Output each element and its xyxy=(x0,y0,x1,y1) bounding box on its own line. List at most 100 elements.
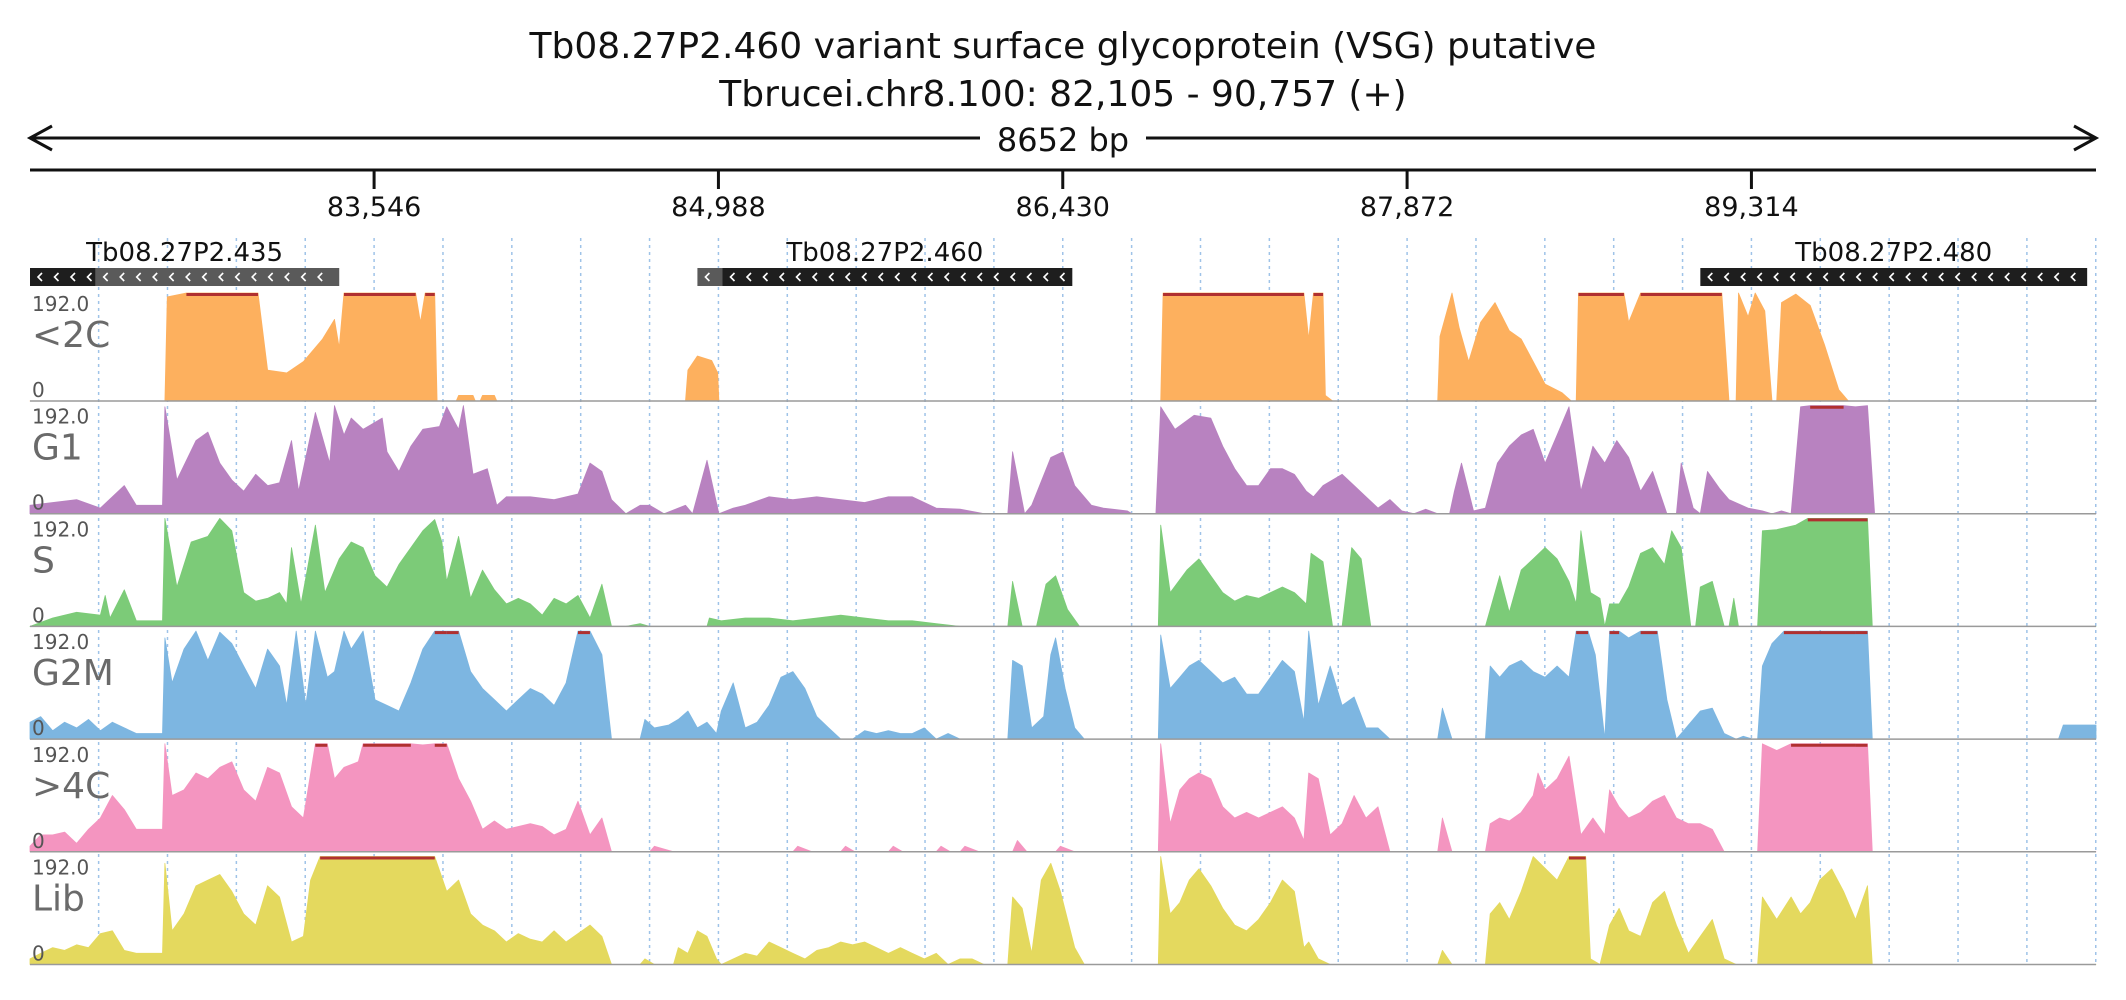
coverage-area xyxy=(29,743,2097,853)
chevron-left-icon xyxy=(877,272,884,282)
chevron-left-icon xyxy=(943,272,950,282)
coverage-area xyxy=(29,518,2097,627)
chevron-left-icon xyxy=(993,272,1000,282)
coverage-tracks: 192.00<2C192.00G1192.00S192.00G2M192.00>… xyxy=(29,292,2097,966)
chevron-left-icon xyxy=(795,272,802,282)
chart-title: Tb08.27P2.460 variant surface glycoprote… xyxy=(529,26,1597,67)
chevron-left-icon xyxy=(185,272,191,282)
gene-feature[interactable]: Tb08.27P2.480 xyxy=(1700,238,2088,286)
position-axis: 83,546 84,988 86,430 87,872 89,314 xyxy=(30,168,2096,223)
gene-feature[interactable]: Tb08.27P2.435 xyxy=(30,238,340,286)
chevron-left-icon xyxy=(284,272,290,282)
coverage-track: 192.0 0 <2C xyxy=(29,292,2097,402)
coverage-area xyxy=(29,630,2097,740)
y-max-label: 192.0 xyxy=(32,517,89,541)
y-min-label: 0 xyxy=(32,378,45,402)
chevron-left-icon xyxy=(861,272,868,282)
chevron-left-icon xyxy=(1872,272,1878,282)
chevron-left-icon xyxy=(1723,272,1730,282)
span-ruler: 8652 bp xyxy=(26,121,2100,159)
y-min-label: 0 xyxy=(32,603,45,627)
chevron-left-icon xyxy=(1740,272,1746,282)
coverage-track: 192.0 0 S xyxy=(29,517,2097,627)
strand-chevrons xyxy=(729,272,1066,282)
chevron-left-icon xyxy=(1855,272,1862,282)
y-max-label: 192.0 xyxy=(32,856,89,880)
coverage-track: 192.0 0 G1 xyxy=(29,405,2097,515)
track-name: G1 xyxy=(32,428,83,469)
chevron-left-icon xyxy=(317,272,323,282)
chevron-left-icon xyxy=(2020,272,2027,282)
chevron-left-icon xyxy=(927,272,934,282)
gene-label: Tb08.27P2.460 xyxy=(785,238,983,268)
chevron-left-icon xyxy=(69,272,76,282)
gene-label: Tb08.27P2.435 xyxy=(85,238,283,268)
chevron-left-icon xyxy=(1789,272,1796,282)
track-name: >4C xyxy=(32,766,110,807)
track-name: Lib xyxy=(32,879,85,920)
tick-label: 83,546 xyxy=(327,192,421,223)
chevron-left-icon xyxy=(1026,272,1033,282)
chevron-left-icon xyxy=(36,272,43,282)
chevron-left-icon xyxy=(811,272,818,282)
chevron-left-icon xyxy=(1888,272,1895,282)
y-min-label: 0 xyxy=(32,491,45,515)
chevron-left-icon xyxy=(1042,272,1049,282)
chevron-left-icon xyxy=(152,272,158,282)
coverage-area xyxy=(29,405,2097,515)
chevron-left-icon xyxy=(976,272,983,282)
strand-chevrons xyxy=(102,272,323,282)
chevron-left-icon xyxy=(1773,272,1779,282)
gene-segment xyxy=(30,268,96,286)
tick-label: 87,872 xyxy=(1360,192,1454,223)
chevron-left-icon xyxy=(745,272,752,282)
chevron-left-icon xyxy=(762,272,769,282)
chevron-left-icon xyxy=(1822,272,1829,282)
track-name: G2M xyxy=(32,653,114,694)
arrowhead-right xyxy=(2073,124,2100,152)
chevron-left-icon xyxy=(234,272,241,282)
chevron-left-icon xyxy=(2070,272,2076,282)
chevron-left-icon xyxy=(1954,272,1961,282)
chevron-left-icon xyxy=(1921,272,1928,282)
gene-segment xyxy=(722,268,1073,286)
chevron-left-icon xyxy=(1905,272,1911,282)
y-max-label: 192.0 xyxy=(32,630,89,654)
chevron-left-icon xyxy=(828,272,835,282)
chevron-left-icon xyxy=(704,272,710,282)
y-min-label: 0 xyxy=(32,829,45,853)
chevron-left-icon xyxy=(2004,272,2010,282)
strand-chevrons xyxy=(36,272,93,282)
chart-subtitle: Tbrucei.chr8.100: 82,105 - 90,757 (+) xyxy=(718,74,1406,115)
chevron-left-icon xyxy=(1059,272,1066,282)
gene-label: Tb08.27P2.480 xyxy=(1794,238,1992,268)
coverage-track: 192.0 0 G2M xyxy=(29,630,2097,740)
y-max-label: 192.0 xyxy=(32,292,89,316)
chevron-left-icon xyxy=(201,272,208,282)
chevron-left-icon xyxy=(1806,272,1812,282)
track-name: <2C xyxy=(32,315,110,356)
arrowhead-left xyxy=(26,124,53,152)
chevron-left-icon xyxy=(1987,272,1994,282)
strand-chevrons xyxy=(704,272,710,282)
y-max-label: 192.0 xyxy=(32,405,89,429)
chevron-left-icon xyxy=(1971,272,1977,282)
tick-label: 84,988 xyxy=(671,192,765,223)
chevron-left-icon xyxy=(778,272,785,282)
gene-segment xyxy=(1700,268,2088,286)
chevron-left-icon xyxy=(251,272,257,282)
y-max-label: 192.0 xyxy=(32,743,89,767)
coverage-track: 192.0 0 Lib xyxy=(29,856,2097,966)
chevron-left-icon xyxy=(1938,272,1944,282)
chevron-left-icon xyxy=(168,272,175,282)
chevron-left-icon xyxy=(1707,272,1713,282)
chevron-left-icon xyxy=(844,272,851,282)
gene-track: Tb08.27P2.435 Tb08.27P2.460 Tb08.27P2.480 xyxy=(30,238,2088,286)
gene-feature[interactable]: Tb08.27P2.460 xyxy=(697,238,1073,286)
span-label: 8652 bp xyxy=(997,121,1129,159)
gene-segment xyxy=(697,268,723,286)
coverage-area xyxy=(29,856,2097,965)
chevron-left-icon xyxy=(1756,272,1763,282)
chevron-left-icon xyxy=(2037,272,2043,282)
